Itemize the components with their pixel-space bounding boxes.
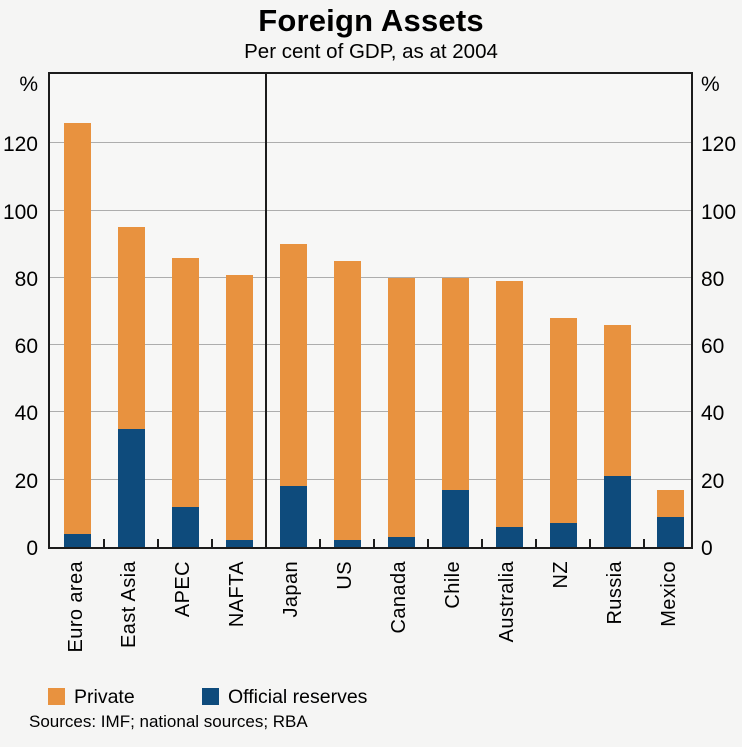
gridline-20 <box>50 478 691 480</box>
bar-segment-official-mexico <box>657 516 685 547</box>
x-axis-label-chile: Chile <box>442 561 465 609</box>
bar-segment-official-japan <box>279 486 307 547</box>
bar-segment-official-nz <box>549 523 577 547</box>
bar-segment-official-chile <box>441 489 469 547</box>
source-note: Sources: IMF; national sources; RBA <box>29 712 308 731</box>
chart-title: Foreign Assets <box>258 3 484 38</box>
y-axis-label-right-100: 100 <box>701 200 737 224</box>
bar-segment-private-australia <box>495 281 523 527</box>
x-axis-tick <box>211 539 214 547</box>
bar-segment-official-east-asia <box>117 429 145 547</box>
plot-area <box>48 72 693 549</box>
y-axis-label-left-20: 20 <box>14 469 38 493</box>
x-axis-tick <box>589 539 592 547</box>
bar-segment-official-euro-area <box>64 533 91 547</box>
gridline-60 <box>50 344 691 346</box>
bar-segment-private-canada <box>387 277 415 537</box>
gridline-80 <box>50 276 691 278</box>
x-axis-label-euro-area: Euro area <box>64 561 87 653</box>
legend-label-private: Private <box>74 686 135 708</box>
chart-subtitle: Per cent of GDP, as at 2004 <box>244 40 498 63</box>
y-axis-label-right-80: 80 <box>701 267 725 291</box>
y-axis-label-right-0: 0 <box>701 537 713 560</box>
percent-label-left: % <box>19 73 38 96</box>
x-axis-tick <box>103 539 106 547</box>
percent-label-right: % <box>701 73 720 96</box>
bar-segment-official-australia <box>495 526 523 547</box>
x-axis-label-mexico: Mexico <box>657 561 680 627</box>
bar-segment-official-nafta <box>225 540 253 547</box>
x-axis-label-east-asia: East Asia <box>118 561 141 648</box>
y-axis-label-left-40: 40 <box>14 402 38 426</box>
legend-swatch-official-icon <box>202 688 219 705</box>
legend-swatch-private-icon <box>48 688 65 705</box>
x-axis-label-russia: Russia <box>604 561 626 625</box>
y-axis-label-right-40: 40 <box>701 402 725 426</box>
y-axis-label-left-100: 100 <box>2 200 38 224</box>
x-axis-tick <box>373 539 376 547</box>
bar-segment-private-nz <box>549 318 577 524</box>
bar-segment-private-japan <box>279 244 307 487</box>
gridline-120 <box>50 142 691 144</box>
bar-segment-private-us <box>333 261 361 541</box>
bar-segment-private-mexico <box>657 489 685 517</box>
x-axis-label-nz: NZ <box>550 561 573 589</box>
y-axis-label-left-0: 0 <box>26 537 38 560</box>
x-axis-tick <box>157 539 160 547</box>
bar-segment-private-chile <box>441 277 469 490</box>
x-axis-label-us: US <box>334 561 357 590</box>
bar-segment-private-east-asia <box>117 227 145 430</box>
x-axis-label-nafta: NAFTA <box>226 561 249 628</box>
gridline-100 <box>50 209 691 211</box>
bar-segment-private-apec <box>171 257 199 507</box>
x-axis-label-australia: Australia <box>496 561 519 643</box>
bar-segment-official-apec <box>171 506 199 547</box>
bar-segment-private-russia <box>603 324 631 477</box>
x-axis-tick <box>535 539 538 547</box>
y-axis-label-right-120: 120 <box>701 133 737 157</box>
x-axis-tick <box>481 539 484 547</box>
bar-segment-official-canada <box>387 536 415 547</box>
bar-segment-official-russia <box>603 476 631 547</box>
bar-segment-private-euro-area <box>64 123 91 534</box>
y-axis-label-left-80: 80 <box>14 267 38 291</box>
x-axis-label-japan: Japan <box>280 561 303 618</box>
gridline-40 <box>50 411 691 413</box>
y-axis-label-right-60: 60 <box>701 335 725 359</box>
y-axis-label-left-120: 120 <box>2 133 38 157</box>
legend-label-official: Official reserves <box>228 686 368 708</box>
x-axis-label-canada: Canada <box>388 561 411 634</box>
bar-segment-private-nafta <box>225 274 253 541</box>
x-axis-tick <box>319 539 322 547</box>
bar-segment-official-us <box>333 540 361 547</box>
x-axis-label-apec: APEC <box>172 561 195 618</box>
x-axis-tick <box>427 539 430 547</box>
y-axis-label-left-60: 60 <box>14 335 38 359</box>
x-axis-tick <box>642 539 645 547</box>
panel-divider <box>265 74 268 547</box>
y-axis-label-right-20: 20 <box>701 469 725 493</box>
